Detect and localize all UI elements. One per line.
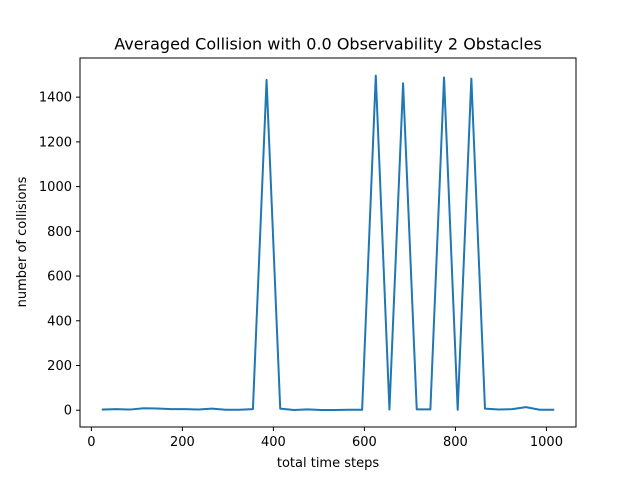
y-tick-label: 1200 [39, 135, 72, 150]
y-tick-label: 1400 [39, 91, 72, 106]
y-tick-label: 0 [64, 404, 72, 419]
y-axis-title: number of collisions [15, 176, 30, 307]
y-tick-label: 200 [47, 359, 72, 374]
x-tick-label: 1000 [530, 435, 563, 450]
x-tick-label: 0 [87, 435, 95, 450]
axes-frame [79, 57, 577, 428]
y-tick-label: 600 [47, 270, 72, 285]
y-tick-label: 1000 [39, 180, 72, 195]
series-line-0 [101, 74, 555, 411]
chart-title: Averaged Collision with 0.0 Observabilit… [114, 35, 542, 54]
x-axis-title: total time steps [277, 456, 379, 471]
x-tick-label: 600 [352, 435, 377, 450]
y-tick-label: 800 [47, 225, 72, 240]
plot-area: 0 200 400 600 800 1000 0 200 400 600 800 1000 1200 14… [39, 57, 577, 450]
x-tick-label: 200 [170, 435, 195, 450]
y-tick-label: 400 [47, 314, 72, 329]
x-tick-label: 400 [261, 435, 286, 450]
x-tick-label: 800 [443, 435, 468, 450]
